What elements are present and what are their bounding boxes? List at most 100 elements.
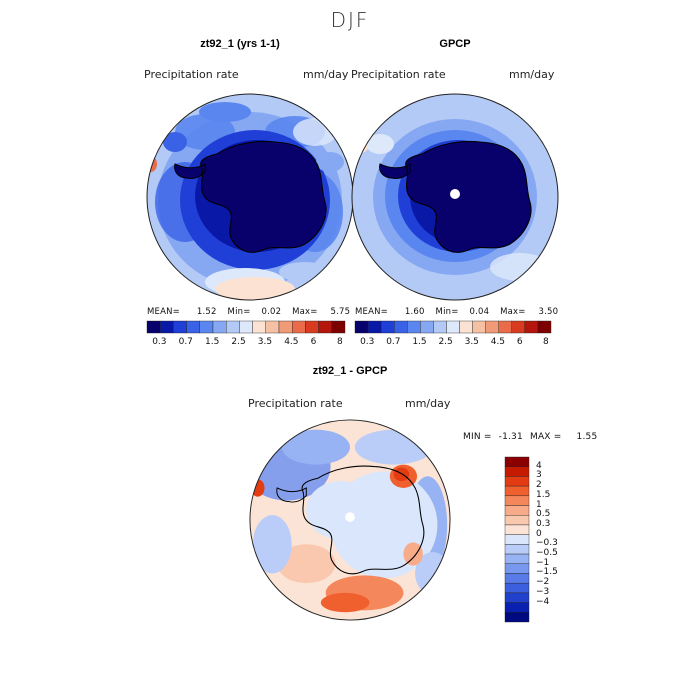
colorbar-swatch bbox=[472, 320, 486, 334]
legend-tick-label: 2 bbox=[536, 480, 542, 491]
max-label: Max= bbox=[500, 307, 526, 317]
colorbar-tick-label: 0.3 bbox=[360, 337, 375, 347]
colorbar-tick-label: 2.5 bbox=[438, 337, 453, 347]
legend-tick-label: 0.5 bbox=[536, 509, 551, 520]
legend-tick-label: 1 bbox=[536, 499, 542, 510]
colorbar-swatch bbox=[159, 320, 174, 334]
stats-row-model: MEAN= 1.52 Min= 0.02 Max= 5.75 bbox=[147, 307, 350, 317]
colorbar-tick-label: 4.5 bbox=[490, 337, 506, 347]
legend-swatch bbox=[504, 515, 530, 526]
colorbar-swatch bbox=[199, 320, 214, 334]
precip-colorbar-obs bbox=[354, 320, 552, 334]
colorbar-swatch bbox=[186, 320, 200, 334]
colorbar-swatch bbox=[146, 320, 161, 334]
diff-max-label: MAX = bbox=[529, 432, 562, 442]
colorbar-swatch bbox=[446, 320, 460, 334]
season-title: DJF bbox=[330, 8, 370, 32]
legend-tick-label: −3 bbox=[536, 586, 550, 597]
colorbar-swatch bbox=[524, 320, 539, 334]
colorbar-ticks-obs: 0.3 0.7 1.5 2.5 3.5 4.5 6 8 bbox=[355, 337, 551, 349]
colorbar-tick-label: 0.7 bbox=[386, 337, 401, 347]
colorbar-tick-label: 3.5 bbox=[464, 337, 479, 347]
colorbar-tick-label: 0.7 bbox=[178, 337, 193, 347]
legend-tick-label: −2 bbox=[536, 577, 550, 588]
legend-tick-label: 0 bbox=[536, 528, 542, 539]
colorbar-swatch bbox=[212, 320, 227, 334]
max-value: 3.50 bbox=[538, 307, 559, 317]
legend-swatch bbox=[504, 534, 530, 545]
legend-swatch bbox=[504, 553, 530, 564]
legend-tick-label: −1 bbox=[536, 557, 550, 568]
legend-swatch bbox=[504, 612, 530, 623]
colorbar-tick-label: 1.5 bbox=[205, 337, 220, 347]
polar-hole-marker bbox=[345, 512, 355, 522]
colorbar-tick-label: 8 bbox=[337, 337, 343, 347]
legend-tick-label: 4 bbox=[536, 460, 542, 471]
colorbar-swatch bbox=[252, 320, 266, 334]
legend-tick-label: −1.5 bbox=[536, 567, 558, 578]
diff-legend-bar bbox=[504, 456, 530, 623]
diff-units: mm/day bbox=[405, 397, 451, 410]
colorbar-tick-label: 6 bbox=[516, 337, 523, 347]
colorbar-ticks-model: 0.3 0.7 1.5 2.5 3.5 4.5 6 8 bbox=[147, 337, 345, 349]
panel-title-obs: GPCP bbox=[439, 38, 471, 50]
legend-swatch bbox=[504, 544, 530, 555]
colorbar-swatch bbox=[433, 320, 447, 334]
legend-swatch bbox=[504, 466, 530, 477]
colorbar-tick-label: 3.5 bbox=[257, 337, 273, 347]
diff-max-value: 1.55 bbox=[576, 432, 598, 442]
panel-units-model: mm/day bbox=[303, 68, 349, 81]
max-label: Max= bbox=[292, 307, 318, 317]
colorbar-swatch bbox=[498, 320, 513, 334]
mean-value: 1.60 bbox=[404, 307, 425, 317]
map-fill bbox=[249, 419, 451, 621]
diff-min-value: -1.31 bbox=[498, 432, 523, 442]
colorbar-tick-label: 6 bbox=[310, 337, 317, 347]
polar-precip-diff-map bbox=[249, 419, 451, 621]
diff-minmax: MIN = -1.31 MAX = 1.55 bbox=[463, 432, 597, 442]
map-fill bbox=[147, 94, 353, 300]
polar-precip-map-model bbox=[146, 93, 354, 301]
legend-swatch bbox=[504, 573, 530, 584]
legend-swatch bbox=[504, 485, 530, 497]
colorbar-swatch bbox=[265, 320, 280, 334]
colorbar-swatch bbox=[459, 320, 473, 334]
min-label: Min= bbox=[227, 307, 251, 317]
colorbar-swatch bbox=[331, 320, 346, 334]
min-label: Min= bbox=[435, 307, 459, 317]
colorbar-swatch bbox=[537, 320, 552, 334]
legend-tick-label: −4 bbox=[536, 596, 550, 607]
panel-variable-model: Precipitation rate bbox=[144, 68, 239, 81]
colorbar-swatch bbox=[291, 320, 306, 334]
panel-title-model: zt92_1 (yrs 1-1) bbox=[200, 38, 280, 50]
colorbar-swatch bbox=[511, 320, 526, 334]
colorbar-tick-label: 8 bbox=[543, 337, 549, 347]
colorbar-tick-label: 4.5 bbox=[284, 337, 299, 347]
legend-swatch bbox=[504, 602, 530, 613]
mean-label: MEAN= bbox=[355, 307, 388, 317]
panel-variable-obs: Precipitation rate bbox=[351, 68, 446, 81]
legend-tick-label: −0.3 bbox=[536, 538, 558, 549]
map-fill bbox=[352, 94, 558, 300]
colorbar-swatch bbox=[173, 320, 187, 334]
legend-tick-label: −0.5 bbox=[536, 548, 558, 559]
diff-min-label: MIN = bbox=[463, 432, 492, 442]
colorbar-swatch bbox=[394, 320, 408, 334]
legend-tick-label: 3 bbox=[536, 470, 542, 481]
colorbar-swatch bbox=[239, 320, 253, 334]
min-value: 0.02 bbox=[261, 307, 282, 317]
max-value: 5.75 bbox=[330, 307, 351, 317]
precip-colorbar-model bbox=[146, 320, 346, 334]
mean-label: MEAN= bbox=[147, 307, 180, 317]
legend-swatch bbox=[504, 592, 530, 603]
mean-value: 1.52 bbox=[196, 307, 217, 317]
legend-tick-label: 0.3 bbox=[536, 518, 551, 529]
colorbar-swatch bbox=[318, 320, 333, 334]
diff-legend-ticks: 4 3 2 1.5 1 0.5 0.3 0 −0.3 −0.5 −1 −1.5 −2 −3 −4 bbox=[536, 457, 586, 622]
legend-swatch bbox=[504, 505, 530, 516]
legend-swatch bbox=[504, 456, 530, 467]
legend-swatch bbox=[504, 524, 530, 535]
colorbar-swatch bbox=[278, 320, 293, 334]
legend-swatch bbox=[504, 495, 530, 506]
colorbar-tick-label: 2.5 bbox=[231, 337, 246, 347]
